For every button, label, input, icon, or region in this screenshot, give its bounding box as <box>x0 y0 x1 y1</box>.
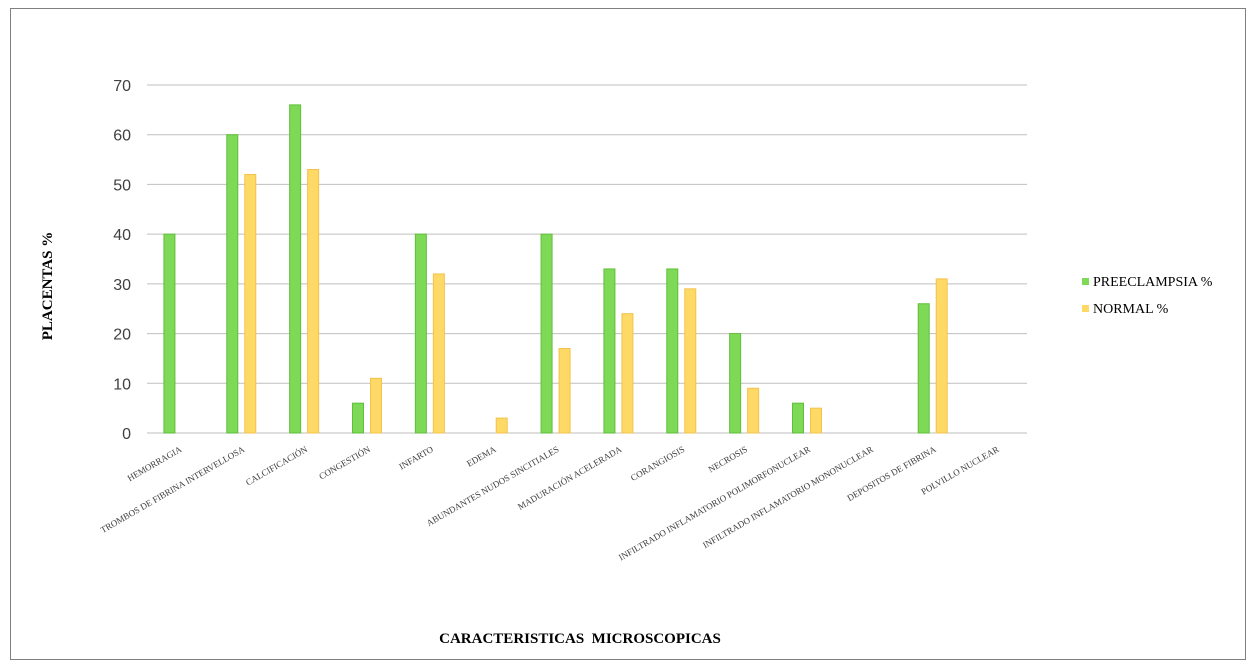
x-tick-label: INFARTO <box>397 444 435 472</box>
x-tick-label: MADURACIÓN ACELERADA <box>516 444 624 512</box>
x-tick-label: CORANGIOSIS <box>629 444 686 483</box>
legend-label: PREECLAMPSIA % <box>1093 275 1213 290</box>
bar-normal <box>558 347 571 434</box>
bar-preeclampsia <box>603 268 616 434</box>
y-tick-label: 30 <box>113 277 131 294</box>
x-tick-label: CONGESTIÓN <box>317 444 372 482</box>
bar-preeclampsia <box>729 333 742 434</box>
y-tick-label: 10 <box>113 376 131 393</box>
y-tick-label: 40 <box>113 227 131 244</box>
bar-normal <box>810 407 822 434</box>
y-axis-title: PLACENTAS % <box>40 232 56 341</box>
bar-normal <box>370 377 382 434</box>
bar-normal <box>307 169 320 434</box>
bar-preeclampsia <box>352 402 364 434</box>
x-tick-label: ABUNDANTES NUDOS SINCITIALES <box>425 444 561 528</box>
bar-preeclampsia <box>917 303 930 434</box>
x-tick-label: NECROSIS <box>706 444 749 474</box>
bar-preeclampsia <box>792 402 804 434</box>
bar-normal <box>747 387 760 434</box>
y-tick-label: 0 <box>122 426 131 443</box>
legend-label: NORMAL % <box>1093 302 1169 317</box>
bar-preeclampsia <box>163 233 176 434</box>
legend-swatch <box>1082 305 1089 312</box>
bar-preeclampsia <box>666 268 679 434</box>
legend: PREECLAMPSIA % NORMAL % <box>1082 275 1213 317</box>
bar-preeclampsia <box>289 104 302 434</box>
y-tick-label: 20 <box>113 327 131 344</box>
bar-normal <box>244 173 257 434</box>
legend-swatch <box>1082 278 1089 285</box>
x-tick-label: EDEMA <box>465 444 498 469</box>
x-tick-label: HEMORRAGIA <box>126 444 184 483</box>
bar-preeclampsia <box>414 233 427 434</box>
y-tick-label: 50 <box>113 177 131 194</box>
bar-normal <box>621 313 634 434</box>
bar-normal <box>432 273 445 434</box>
bar-normal <box>935 278 948 434</box>
bar-normal <box>684 288 697 434</box>
bar-normal <box>495 417 508 434</box>
y-tick-label: 60 <box>113 128 131 145</box>
bar-preeclampsia <box>226 134 239 434</box>
bar-preeclampsia <box>540 233 553 434</box>
x-axis-title: CARACTERISTICAS MICROSCOPICAS <box>439 631 721 647</box>
y-tick-label: 70 <box>113 78 131 95</box>
x-tick-label: CALCIFICACIÓN <box>244 444 310 488</box>
